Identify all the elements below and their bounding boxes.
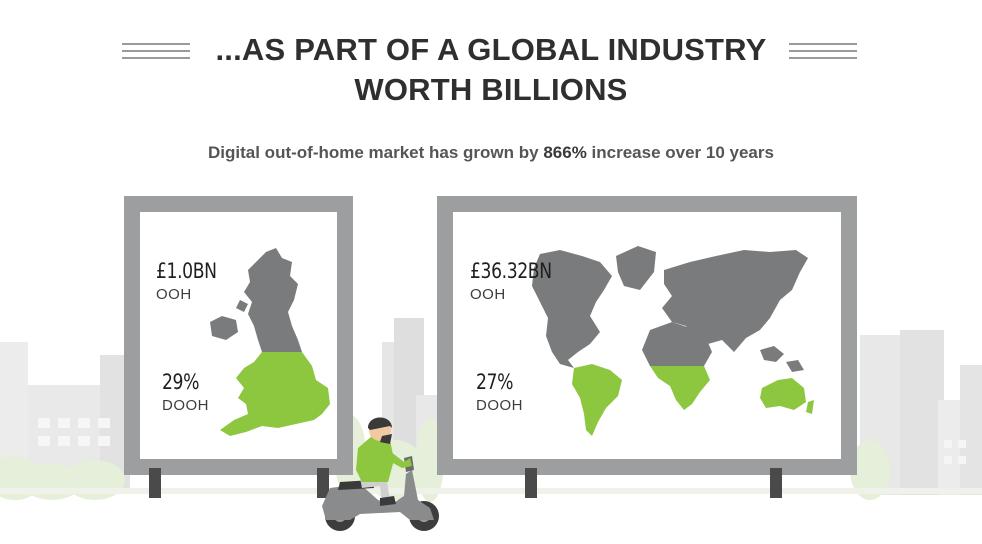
uk-ooh-label: OOH bbox=[156, 286, 192, 303]
uk-billboard-leg-right bbox=[317, 468, 329, 498]
uk-dooh-label: DOOH bbox=[162, 397, 209, 414]
title-line-1: ...AS PART OF A GLOBAL INDUSTRY bbox=[215, 32, 767, 67]
subtitle-suffix: increase over 10 years bbox=[586, 143, 774, 162]
uk-dooh-value: 29% bbox=[162, 370, 200, 394]
title-rule-left bbox=[122, 43, 190, 63]
world-dooh-label: DOOH bbox=[476, 397, 523, 414]
world-ooh-value: £36.32BN bbox=[470, 259, 552, 283]
uk-ooh-value: £1.0BN bbox=[156, 259, 217, 283]
subtitle-prefix: Digital out-of-home market has grown by bbox=[208, 143, 544, 162]
growth-percentage: 866% bbox=[543, 143, 587, 162]
world-billboard-leg-left bbox=[525, 468, 537, 498]
uk-billboard-leg-left bbox=[149, 468, 161, 498]
world-billboard-leg-right bbox=[770, 468, 782, 498]
world-ooh-label: OOH bbox=[470, 286, 506, 303]
title-rule-right bbox=[789, 43, 857, 63]
title-line-2: WORTH BILLIONS bbox=[354, 72, 628, 107]
page-title: ...AS PART OF A GLOBAL INDUSTRY WORTH BI… bbox=[0, 30, 982, 110]
world-dooh-value: 27% bbox=[476, 370, 514, 394]
subtitle: Digital out-of-home market has grown by … bbox=[0, 143, 982, 163]
